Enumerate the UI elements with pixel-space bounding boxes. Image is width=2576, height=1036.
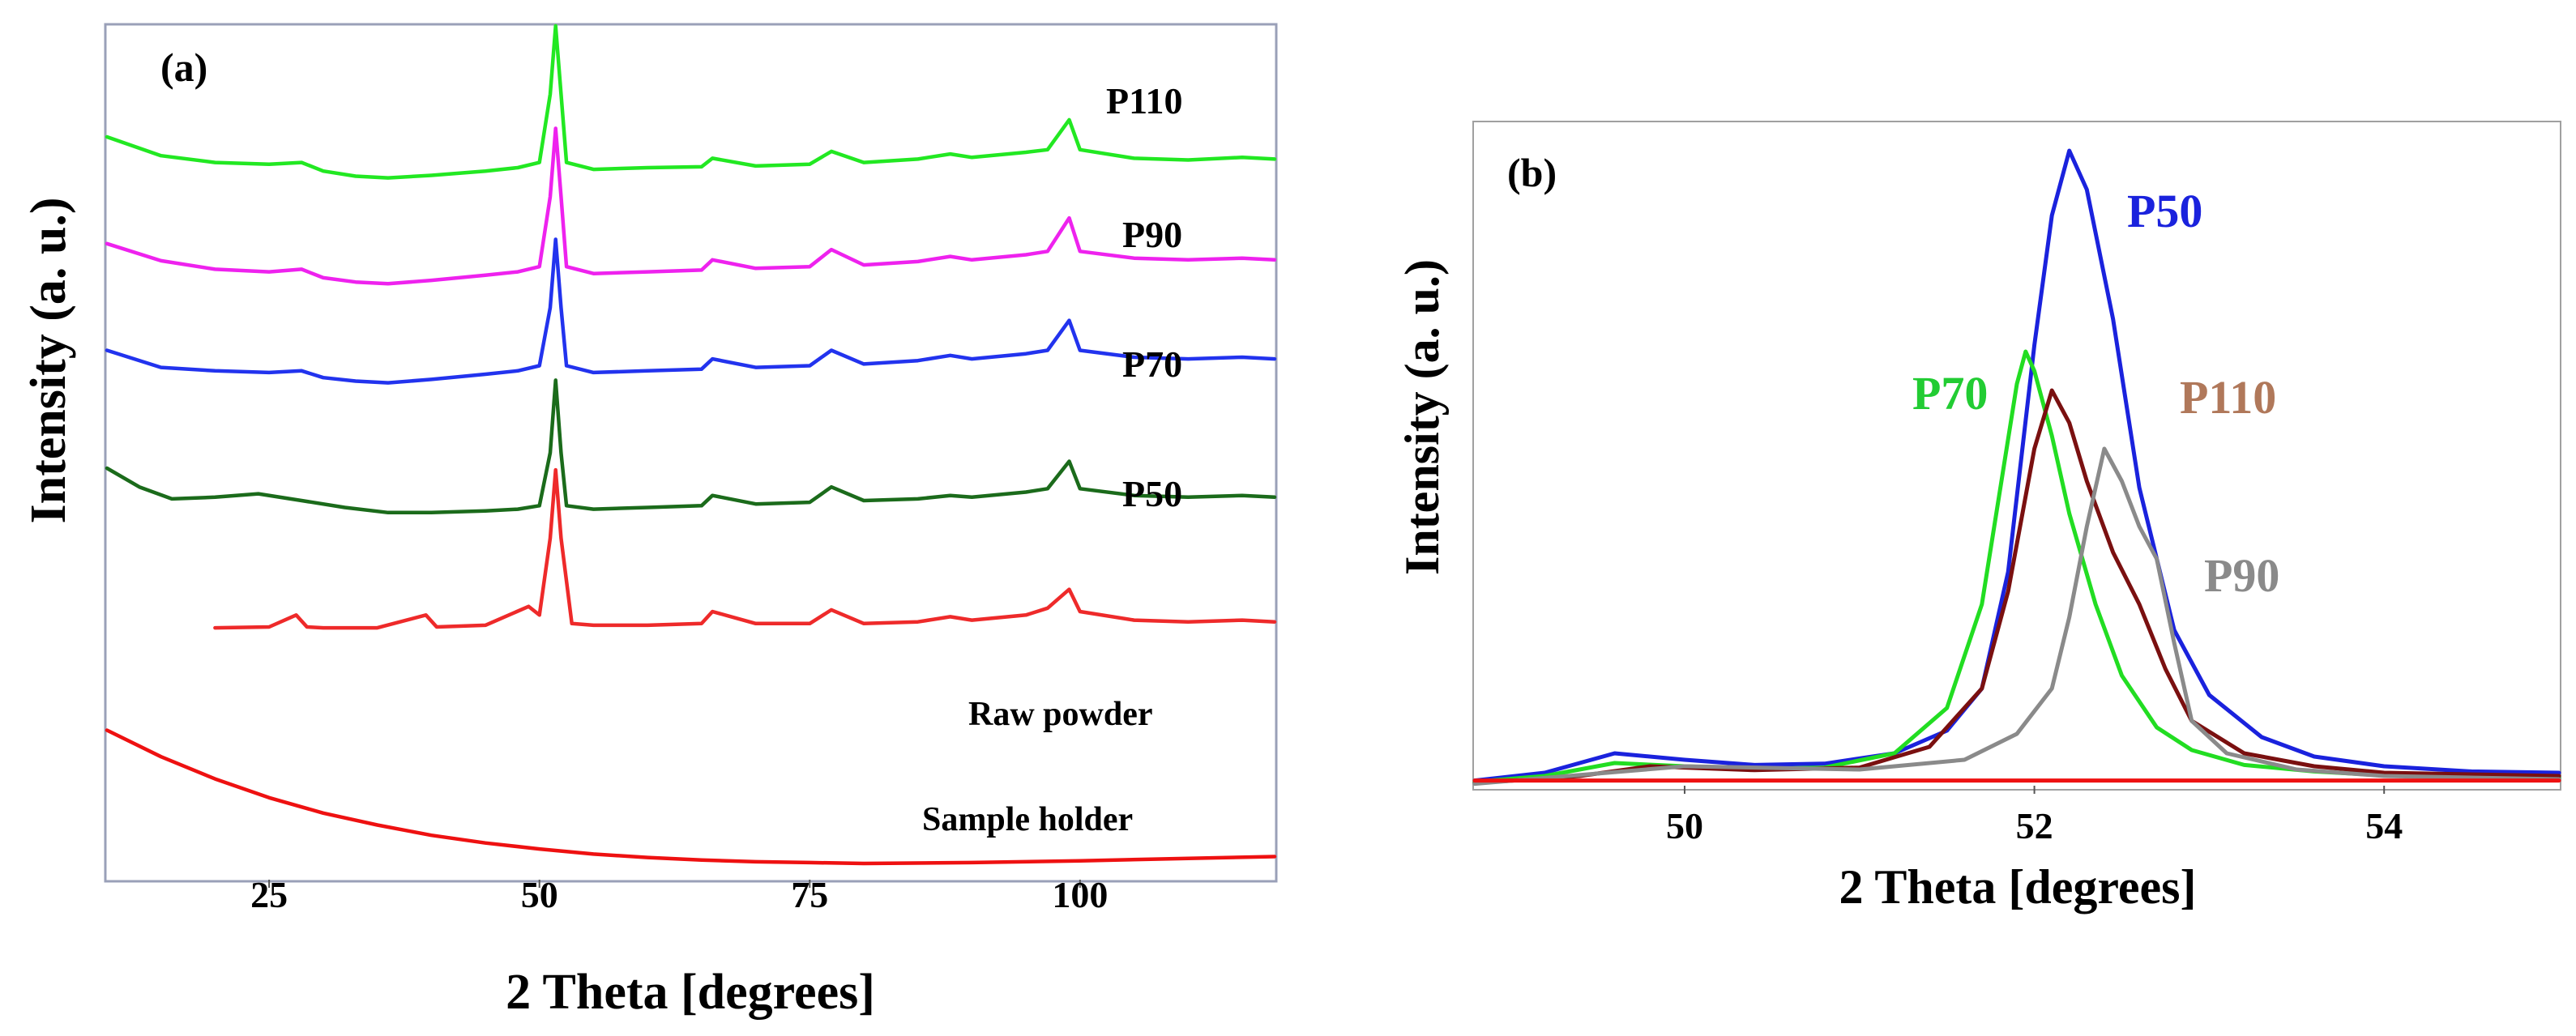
series-line-p90 [1472,446,2561,787]
x-axis-label: 2 Theta [degrees] [1839,860,2196,914]
x-axis-ticks: 50 52 54 [1666,786,2403,846]
x-tick-label: 100 [1052,874,1108,915]
series-label-raw-powder: Raw powder [968,696,1153,733]
series-label-p90: P90 [2204,549,2279,602]
x-axis-label: 2 Theta [degrees] [506,965,875,1020]
series-group [1472,148,2561,787]
series-label-p110: P110 [2180,371,2276,424]
series-label-p70: P70 [1912,367,1988,420]
series-group [105,23,1277,866]
y-axis-label: Intensity (a. u.) [21,197,76,523]
series-label-sample-holder: Sample holder [922,801,1133,838]
x-tick-label: 54 [2365,805,2403,846]
x-tick-label: 52 [2016,805,2053,846]
series-line-raw-powder [213,467,1277,630]
series-label-p110: P110 [1106,80,1183,122]
x-tick-label: 50 [1666,805,1703,846]
series-line-p90 [105,126,1277,286]
panel-label: (a) [160,45,207,90]
series-label-p50: P50 [2127,185,2202,237]
series-label-p90: P90 [1122,214,1182,255]
x-axis-ticks: 25 50 75 100 [250,874,1108,915]
panel-b-chart: (b) 50 52 54 P50 P70 P110 P90 2 Theta [deg… [1395,121,2561,914]
series-line-p50 [1472,148,2561,783]
plot-frame [1472,121,2561,791]
panel-a-chart: (a) 25 50 75 100 P110 P90 P70 P50 Raw powde… [21,23,1278,1020]
series-line-sample-holder [105,728,1277,866]
x-tick-label: 25 [250,874,288,915]
y-axis-label: Intensity (a. u.) [1395,259,1449,575]
x-tick-label: 50 [521,874,558,915]
x-tick-label: 75 [791,874,828,915]
panel-label: (b) [1507,150,1557,195]
series-line-p70 [105,237,1277,385]
series-line-p50 [105,378,1277,515]
series-label-p70: P70 [1122,343,1182,385]
series-line-p110 [105,23,1277,180]
series-label-p50: P50 [1122,473,1182,514]
